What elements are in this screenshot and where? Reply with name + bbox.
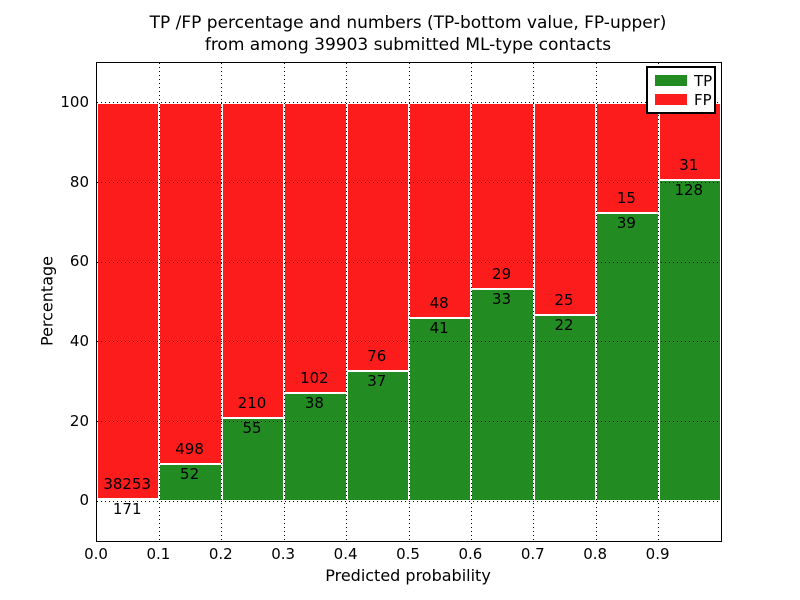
x-tick-label: 0.1 <box>146 545 171 563</box>
bar-segment-fp <box>159 102 222 464</box>
tp-count-label: 38 <box>304 394 324 413</box>
fp-count-label: 498 <box>175 439 204 458</box>
tp-count-label: 55 <box>242 419 262 438</box>
x-gridline <box>158 63 160 541</box>
x-axis-label: Predicted probability <box>325 566 491 585</box>
x-tick-label: 0.9 <box>645 545 670 563</box>
bar-segment-tp <box>346 370 409 502</box>
tp-count-label: 37 <box>367 371 387 390</box>
x-gridline <box>408 63 410 541</box>
fp-count-label: 29 <box>492 265 512 284</box>
x-tick-label: 0.5 <box>396 545 420 563</box>
bar-segment-tp <box>596 213 659 502</box>
bar-segment-tp <box>409 317 472 502</box>
bar-segment-fp <box>409 102 472 318</box>
bar-segment-tp <box>471 289 534 502</box>
x-gridline <box>658 63 660 541</box>
x-gridline <box>221 63 223 541</box>
bar-segment-tp <box>658 180 721 502</box>
fp-count-label: 15 <box>616 189 636 208</box>
tp-count-label: 41 <box>429 318 449 337</box>
fp-count-label: 31 <box>679 156 699 175</box>
legend-item-fp: FP <box>655 92 714 108</box>
tp-color-swatch <box>655 75 687 86</box>
fp-count-label: 25 <box>554 290 574 309</box>
bar-segment-fp <box>97 102 160 500</box>
chart-title-line1: TP /FP percentage and numbers (TP-bottom… <box>149 13 667 33</box>
y-tick-label: 80 <box>69 172 89 191</box>
legend: TP FP <box>646 66 716 114</box>
bar-segment-fp <box>284 102 347 394</box>
tp-count-label: 39 <box>616 214 636 233</box>
x-tick-label: 0.3 <box>271 545 296 563</box>
bar-segment-tp <box>284 393 347 502</box>
x-tick-label: 0.7 <box>520 545 545 563</box>
fp-count-label: 48 <box>429 293 449 312</box>
y-tick-label: 40 <box>69 331 89 350</box>
fp-color-swatch <box>655 94 687 105</box>
bar-segment-tp <box>159 463 222 502</box>
chart-title: TP /FP percentage and numbers (TP-bottom… <box>96 12 720 56</box>
tp-count-label: 128 <box>674 181 704 200</box>
chart-title-line2: from among 39903 submitted ML-type conta… <box>204 35 612 55</box>
legend-item-tp: TP <box>655 73 714 89</box>
x-tick-label: 0.4 <box>333 545 358 563</box>
y-tick-label: 60 <box>69 252 89 271</box>
fp-count-label: 76 <box>367 346 387 365</box>
y-tick-label: 0 <box>79 491 89 510</box>
tp-count-label: 22 <box>554 315 574 334</box>
y-tick-label: 20 <box>69 411 89 430</box>
x-gridline <box>283 63 285 541</box>
tp-count-label: 52 <box>180 464 200 483</box>
bar-segment-tp <box>533 314 597 502</box>
bar-segment-fp <box>346 102 409 371</box>
fp-count-label: 210 <box>237 394 267 413</box>
bar-segment-fp <box>471 102 534 290</box>
x-tick-label: 0.8 <box>583 545 608 563</box>
fp-count-label: 38253 <box>103 475 152 494</box>
x-gridline <box>470 63 472 541</box>
plot-area <box>96 62 722 542</box>
x-gridline <box>595 63 597 541</box>
legend-label-tp: TP <box>694 71 713 90</box>
x-gridline <box>533 63 535 541</box>
x-tick-label: 0.6 <box>458 545 483 563</box>
bar-segment-fp <box>596 102 659 214</box>
tp-count-label: 33 <box>492 290 512 309</box>
x-tick-label: 0.2 <box>208 545 233 563</box>
bar-segment-fp <box>658 102 721 181</box>
bar-segment-fp <box>221 102 285 419</box>
x-gridline <box>346 63 348 541</box>
fp-count-label: 102 <box>300 369 329 388</box>
legend-label-fp: FP <box>694 90 712 109</box>
x-tick-label: 0.0 <box>84 545 108 563</box>
tp-count-label: 171 <box>112 500 142 519</box>
bar-segment-fp <box>533 102 597 315</box>
y-tick-label: 100 <box>60 92 89 111</box>
